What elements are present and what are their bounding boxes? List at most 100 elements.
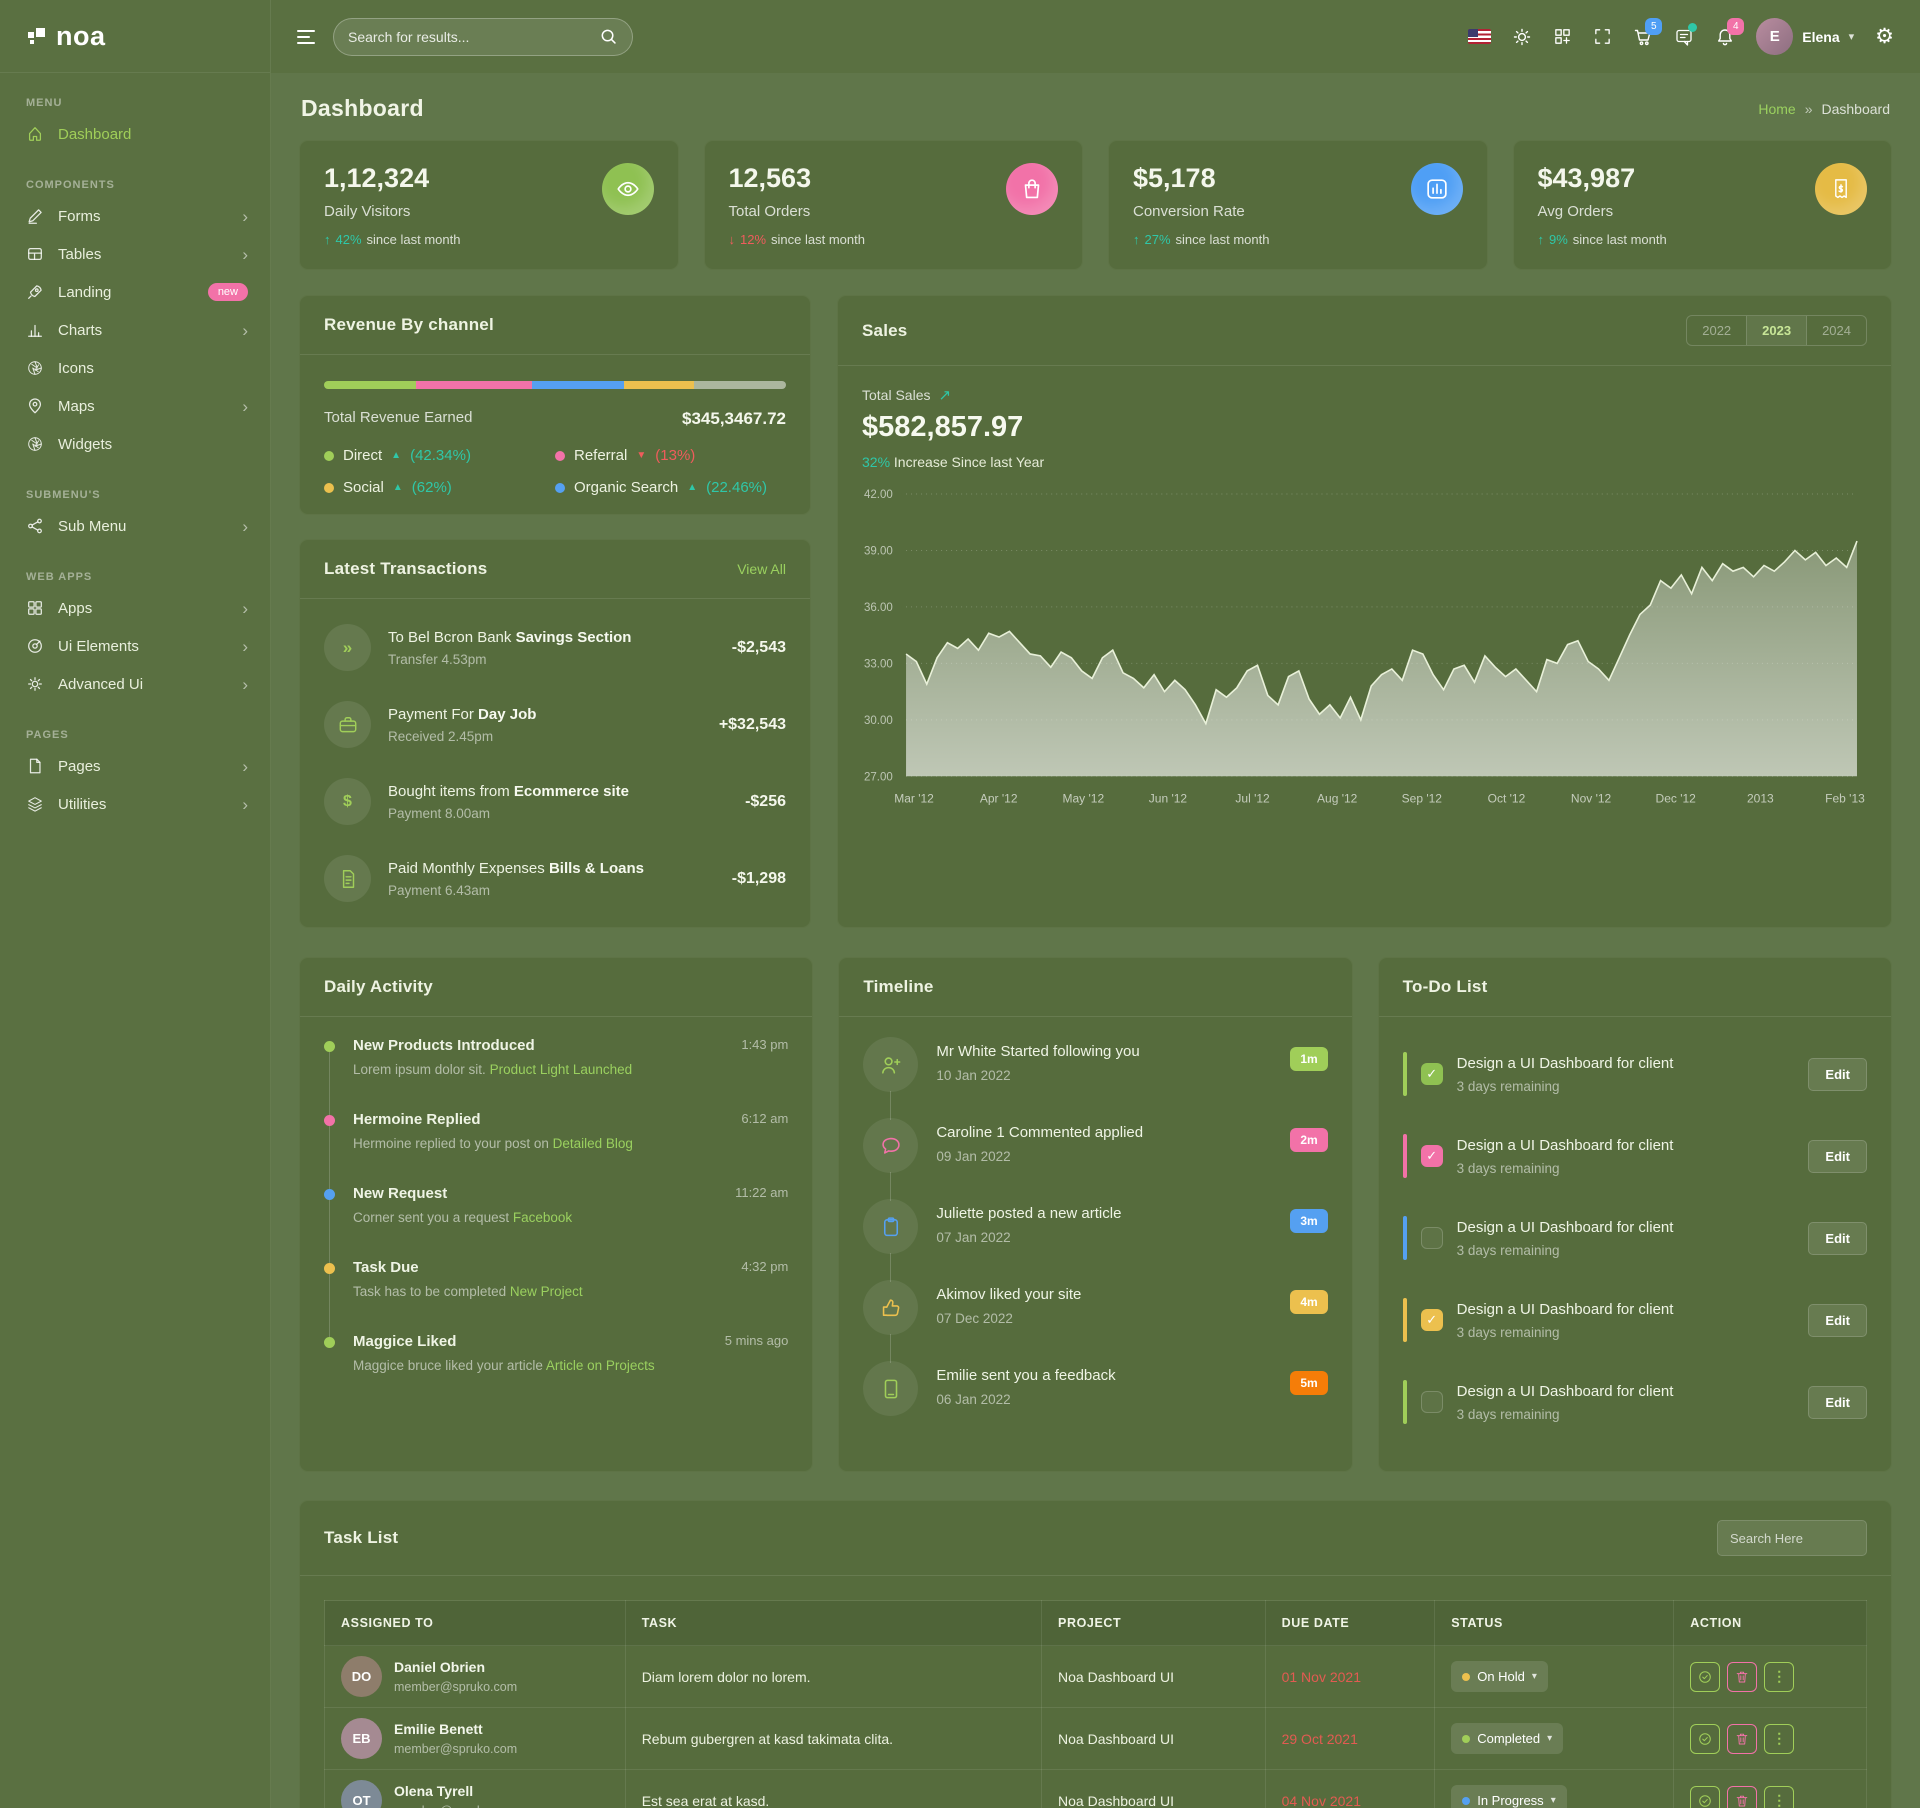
todo-checkbox[interactable]: ✓: [1420, 1309, 1443, 1331]
status-dropdown[interactable]: In Progress ▾: [1451, 1785, 1567, 1808]
sidebar-section: COMPONENTS Forms › Tables › Landing new Charts ›…: [0, 155, 270, 465]
topbar: 5 4 E Elena ▾ ⚙: [271, 0, 1920, 73]
messages-icon[interactable]: [1674, 22, 1698, 47]
sidebar-item-icons[interactable]: Icons: [0, 349, 270, 387]
sidebar-item-label: Maps: [58, 397, 95, 415]
more-options-button[interactable]: ⋮: [1764, 1723, 1795, 1754]
brand-logo[interactable]: noa: [0, 0, 270, 73]
activity-link[interactable]: Facebook: [512, 1210, 573, 1225]
thumb-icon: [863, 1280, 919, 1335]
more-options-button[interactable]: ⋮: [1764, 1661, 1795, 1692]
activity-link[interactable]: Article on Projects: [545, 1358, 655, 1373]
theme-toggle-icon[interactable]: [1512, 27, 1532, 47]
todo-checkbox[interactable]: ✓: [1420, 1063, 1443, 1085]
more-options-button[interactable]: ⋮: [1764, 1785, 1795, 1808]
fullscreen-icon[interactable]: [1593, 27, 1612, 46]
task-table: ASSIGNED TO TASK PROJECT DUE DATE STATUS ACTI…: [324, 1600, 1867, 1808]
approve-task-button[interactable]: [1690, 1661, 1721, 1692]
todo-edit-button[interactable]: Edit: [1808, 1139, 1867, 1173]
todo-edit-button[interactable]: Edit: [1808, 1221, 1867, 1255]
breadcrumb: Home » Dashboard: [1758, 101, 1890, 117]
activity-item: Hermoine Replied 6:12 am Hermoine replied …: [324, 1111, 789, 1189]
search-icon[interactable]: [599, 27, 618, 46]
sales-year-tab-2023[interactable]: 2023: [1746, 316, 1808, 345]
timeline-item: Juliette posted a new article 07 Jan 2022…: [863, 1199, 1328, 1282]
notifications-icon[interactable]: 4: [1715, 17, 1745, 47]
approve-task-button[interactable]: [1690, 1785, 1721, 1808]
sidebar-item-apps[interactable]: Apps ›: [0, 589, 270, 627]
sidebar-section: SUBMENU'S Sub Menu ›: [0, 465, 270, 547]
sales-year-tab-2024[interactable]: 2024: [1822, 323, 1851, 338]
activity-link[interactable]: New Project: [509, 1284, 583, 1299]
todo-edit-button[interactable]: Edit: [1808, 1385, 1867, 1419]
legend-percent: (62%): [411, 479, 452, 496]
hamburger-menu-icon[interactable]: [297, 29, 315, 44]
sidebar-item-widgets[interactable]: Widgets: [0, 425, 270, 463]
sidebar-item-label: Landing: [58, 283, 112, 301]
chart-square-icon: [1410, 163, 1463, 215]
view-all-link[interactable]: View All: [737, 561, 786, 577]
language-flag-icon[interactable]: [1468, 29, 1492, 44]
activity-dot: [324, 1263, 335, 1274]
sidebar-item-tables[interactable]: Tables ›: [0, 235, 270, 273]
sidebar-item-forms[interactable]: Forms ›: [0, 197, 270, 235]
sidebar-item-pages[interactable]: Pages ›: [0, 747, 270, 785]
delete-task-button[interactable]: [1727, 1785, 1758, 1808]
sidebar-item-ui-elements[interactable]: Ui Elements ›: [0, 627, 270, 665]
sidebar-item-label: Advanced Ui: [58, 675, 144, 693]
timeline-duration-badge: 2m: [1290, 1128, 1328, 1152]
user-menu[interactable]: E Elena ▾: [1756, 18, 1854, 55]
sidebar-section: WEB APPS Apps › Ui Elements › Advanced Ui ›: [0, 547, 270, 705]
todo-color-bar: [1402, 1216, 1407, 1260]
timeline-item: Mr White Started following you 10 Jan 202…: [863, 1037, 1328, 1120]
transaction-amount: -$256: [745, 792, 786, 810]
bag-icon: [1006, 163, 1058, 215]
transaction-row[interactable]: Payment For Day Job Received 2.45pm +$32,5…: [324, 686, 786, 763]
sidebar-item-maps[interactable]: Maps ›: [0, 387, 270, 425]
chevron-right-icon: ›: [242, 674, 248, 694]
daily-activity-list: New Products Introduced 1:43 pm Lorem ipsu…: [300, 1017, 812, 1403]
search-input[interactable]: [348, 28, 591, 45]
svg-text:May '12: May '12: [1062, 791, 1104, 805]
sidebar-item-advanced-ui[interactable]: Advanced Ui ›: [0, 665, 270, 703]
todo-checkbox[interactable]: ✓: [1420, 1145, 1443, 1167]
sidebar-item-charts[interactable]: Charts ›: [0, 311, 270, 349]
todo-checkbox[interactable]: [1420, 1391, 1443, 1413]
sidebar-item-dashboard[interactable]: Dashboard: [0, 115, 270, 153]
layers-icon: [26, 795, 44, 813]
transaction-row[interactable]: Paid Monthly Expenses Bills & Loans Payme…: [324, 840, 786, 917]
transaction-row[interactable]: » To Bel Bcron Bank Savings Section Transf…: [324, 609, 786, 686]
sidebar-item-label: Apps: [58, 599, 93, 617]
todo-title: To-Do List: [1402, 977, 1488, 996]
timeline-duration-badge: 3m: [1290, 1209, 1328, 1233]
sidebar-item-utilities[interactable]: Utilities ›: [0, 785, 270, 823]
approve-task-button[interactable]: [1690, 1723, 1721, 1754]
arrow-up-icon: ↑: [324, 232, 331, 247]
activity-link[interactable]: Product Light Launched: [489, 1062, 633, 1077]
delete-task-button[interactable]: [1727, 1723, 1758, 1754]
todo-edit-button[interactable]: Edit: [1808, 1057, 1867, 1091]
cart-icon[interactable]: 5: [1633, 17, 1663, 47]
activity-link[interactable]: Detailed Blog: [552, 1136, 633, 1151]
apps-shortcut-icon[interactable]: [1553, 27, 1572, 46]
settings-gear-icon[interactable]: ⚙: [1875, 25, 1894, 48]
sales-year-tab-2022[interactable]: 2022: [1702, 323, 1732, 338]
todo-checkbox[interactable]: [1420, 1227, 1443, 1249]
status-dropdown[interactable]: Completed ▾: [1451, 1723, 1564, 1754]
breadcrumb-home[interactable]: Home: [1758, 100, 1796, 117]
delete-task-button[interactable]: [1727, 1661, 1758, 1692]
todo-color-bar: [1402, 1380, 1407, 1424]
task-search-input[interactable]: [1717, 1520, 1867, 1556]
timeline-date: 09 Jan 2022: [936, 1149, 1011, 1164]
activity-time: 6:12 am: [741, 1111, 789, 1126]
transaction-row[interactable]: $ Bought items from Ecommerce site Payment…: [324, 763, 786, 840]
sidebar-item-landing[interactable]: Landing new: [0, 273, 270, 311]
revenue-bar-segment: [324, 381, 417, 389]
sidebar-section-heading: SUBMENU'S: [26, 489, 101, 501]
project-cell: Noa Dashboard UI: [1041, 1769, 1266, 1808]
todo-edit-button[interactable]: Edit: [1808, 1303, 1867, 1337]
status-dropdown[interactable]: On Hold ▾: [1451, 1661, 1548, 1692]
avatar: EB: [341, 1718, 382, 1759]
sidebar-item-sub-menu[interactable]: Sub Menu ›: [0, 507, 270, 545]
